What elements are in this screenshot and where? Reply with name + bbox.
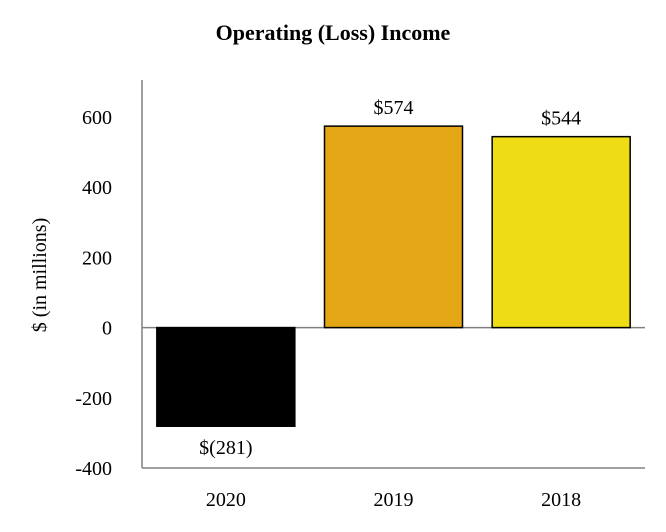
x-tick-label: 2018	[541, 489, 581, 511]
x-tick-label: 2019	[374, 489, 414, 511]
y-axis-label: $ (in millions)	[29, 218, 51, 332]
x-tick-labels: 2020 2019 2018	[206, 489, 581, 511]
data-labels: $(281) $574 $544	[199, 97, 581, 459]
data-label-2018: $544	[541, 108, 581, 130]
y-tick-label: 600	[82, 107, 112, 129]
y-tick-label: -400	[75, 458, 112, 480]
x-tick-label: 2020	[206, 489, 246, 511]
y-tick-label: 400	[82, 177, 112, 199]
y-tick-label: 200	[82, 247, 112, 269]
y-tick-label: -200	[75, 388, 112, 410]
data-label-2020: $(281)	[199, 437, 252, 459]
data-label-2019: $574	[374, 97, 414, 119]
bar-2018	[491, 135, 631, 329]
y-tick-label: 0	[102, 318, 112, 340]
bars	[156, 125, 631, 427]
bar-2020	[156, 326, 296, 427]
chart-title: Operating (Loss) Income	[216, 20, 451, 45]
y-tick-labels: 600 400 200 0 -200 -400	[75, 107, 112, 480]
bar-2019	[323, 125, 464, 329]
